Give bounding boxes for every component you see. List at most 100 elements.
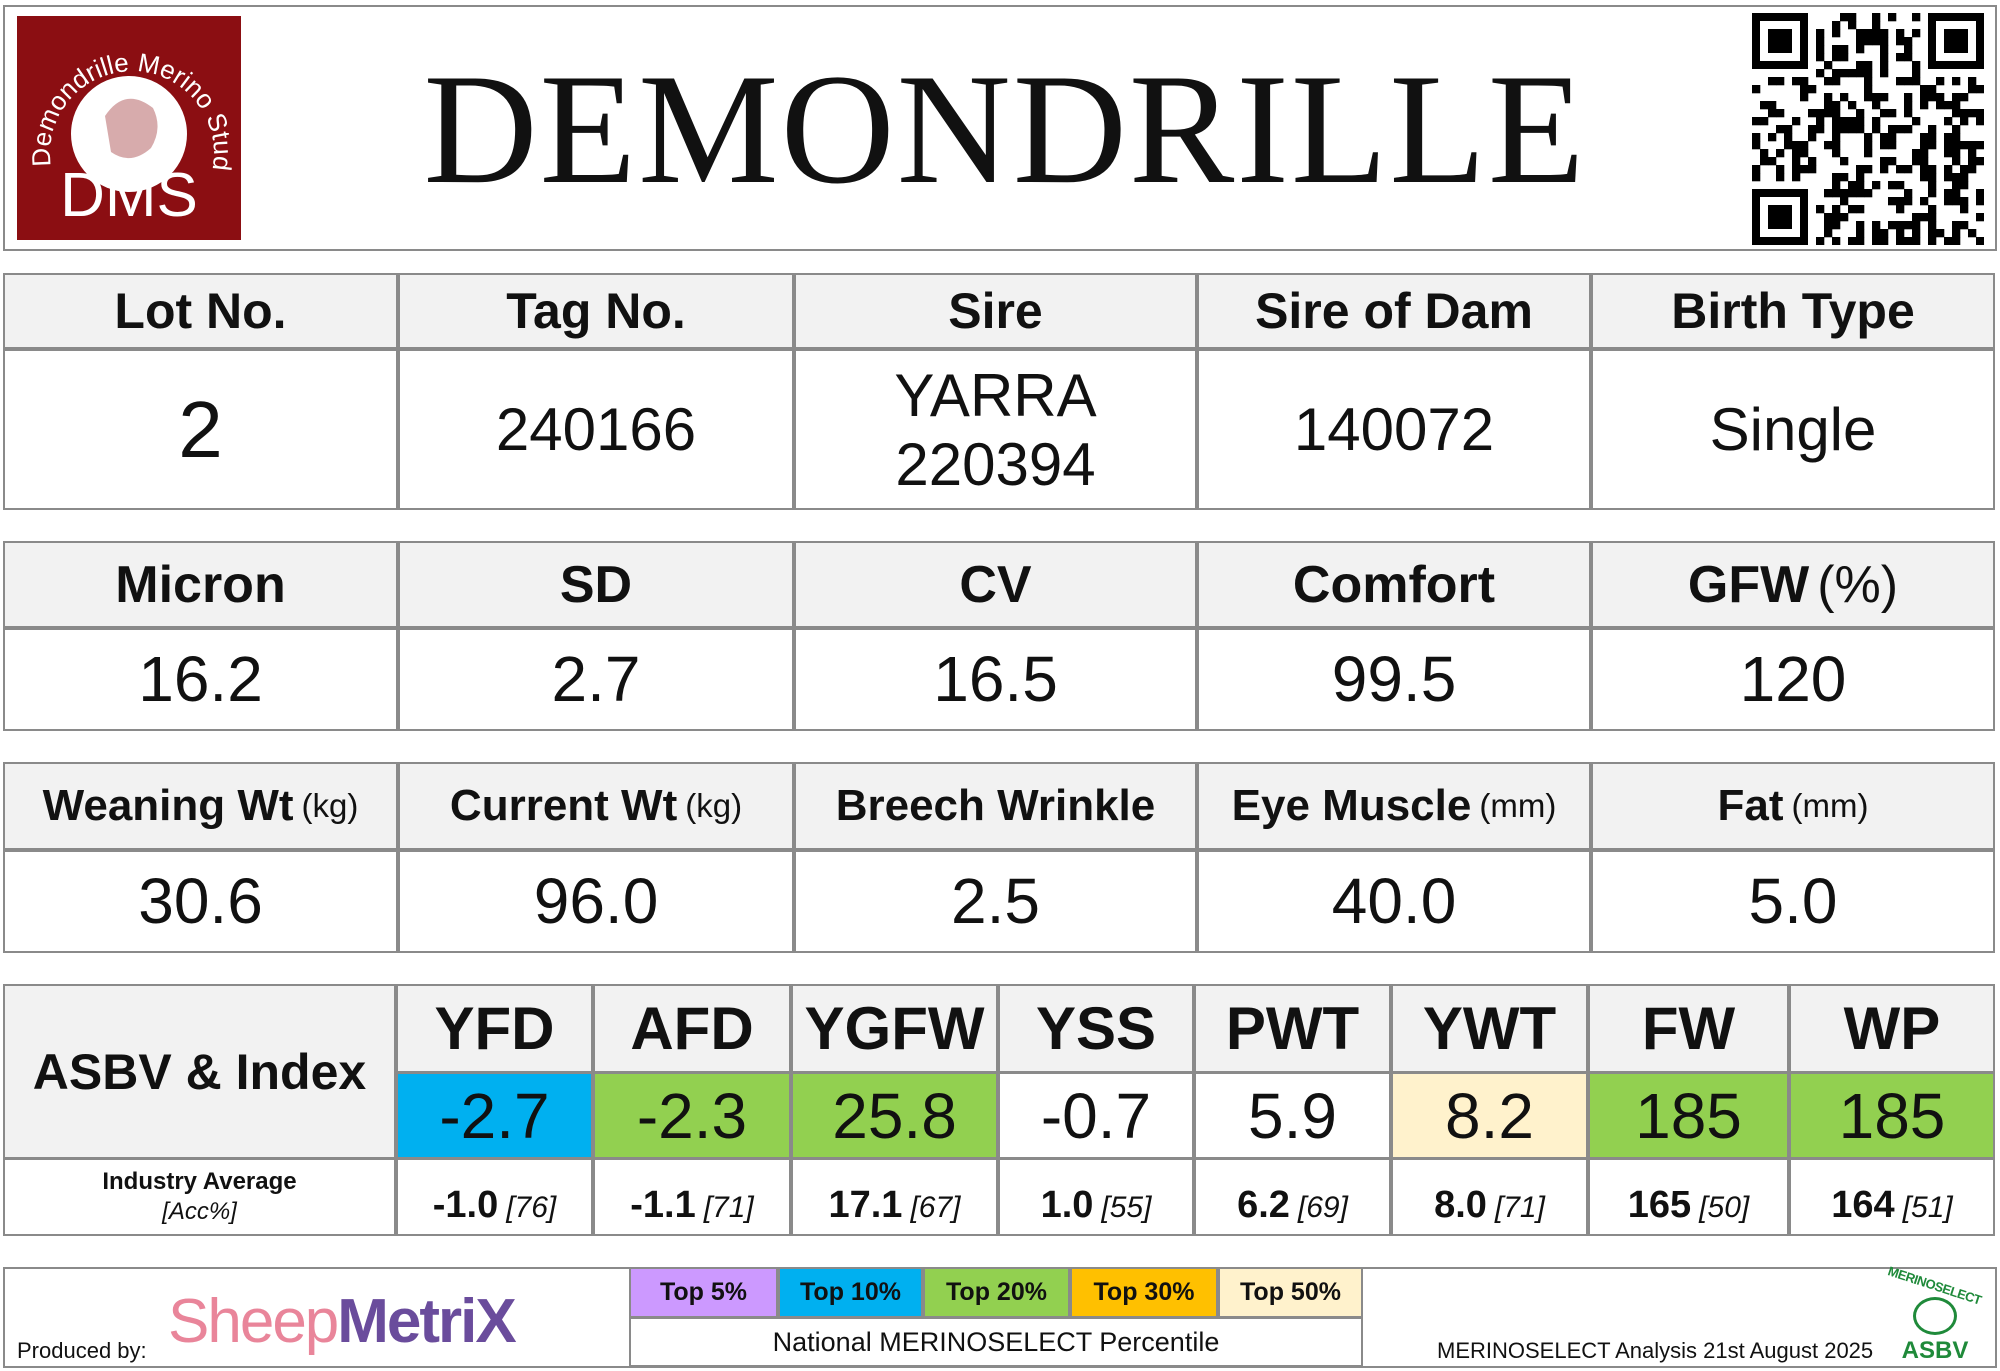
qr-module [1832,205,1841,214]
qr-module [1896,229,1905,238]
qr-module [1832,101,1841,110]
qr-module [1912,77,1921,86]
qr-module [1840,189,1849,198]
qr-module [1928,221,1937,230]
qr-module [1816,109,1825,118]
qr-module [1832,125,1841,134]
qr-module [1928,133,1937,142]
qr-module [1960,93,1969,102]
trait-value: 5.9 [1194,1072,1391,1159]
qr-module [1880,109,1889,118]
qr-module [1880,237,1889,245]
qr-module [1832,29,1841,38]
qr-module [1800,85,1809,94]
qr-module [1928,173,1937,182]
trait-name: YGFW [804,995,985,1062]
trait-value: -0.7 [998,1072,1194,1159]
qr-module [1928,141,1937,150]
qr-module [1872,37,1881,46]
qr-module [1944,173,1953,182]
qr-module [1768,133,1777,142]
column-header: CV [794,541,1197,628]
qr-module [1864,141,1873,150]
qr-module [1752,117,1761,126]
qr-module [1864,61,1873,70]
accuracy-value: [69] [1297,1191,1348,1224]
value-cell: Single [1591,349,1995,510]
cell-value: 2.7 [551,642,641,715]
qr-module [1928,229,1937,238]
qr-module [1952,109,1961,118]
qr-module [1848,237,1857,245]
qr-module [1936,101,1945,110]
qr-module [1872,221,1881,230]
qr-module [1824,77,1833,86]
qr-module [1912,157,1921,166]
logo-emblem [71,76,187,192]
value-cell: 16.2 [3,628,398,731]
qr-module [1832,53,1841,62]
value-cell: 16.5 [794,628,1197,731]
qr-module [1888,125,1897,134]
qr-module [1968,157,1977,166]
header-unit: (kg) [685,787,743,824]
qr-module [1816,237,1825,245]
average-value: 165 [1627,1184,1692,1226]
qr-module [1872,181,1881,190]
qr-module [1800,165,1809,174]
qr-module [1952,157,1961,166]
qr-module [1920,197,1929,206]
qr-module [1888,221,1897,230]
trait-value: 25.8 [791,1072,998,1159]
qr-module [1880,37,1889,46]
qr-module [1824,109,1833,118]
qr-module [1960,181,1969,190]
legend-label: Top 10% [800,1278,901,1306]
trait-name: YWT [1422,995,1557,1062]
qr-module [1952,77,1961,86]
qr-module [1840,69,1849,78]
qr-module [1928,237,1937,245]
header-label: Tag No. [506,283,686,339]
qr-module [1856,173,1865,182]
qr-module [1776,109,1785,118]
qr-module [1800,149,1809,158]
qr-module [1928,125,1937,134]
header-label: Lot No. [114,283,287,339]
qr-module [1816,125,1825,134]
trait-name: FW [1641,995,1736,1062]
qr-module [1792,165,1801,174]
qr-module [1896,125,1905,134]
qr-module [1968,109,1977,118]
legend-label: Top 20% [946,1278,1047,1306]
qr-module [1864,69,1873,78]
accuracy-value: [76] [506,1191,557,1224]
qr-module [1896,53,1905,62]
qr-module [1832,213,1841,222]
cell-value: 240166 [495,396,697,463]
qr-module [1840,157,1849,166]
qr-module [1840,53,1849,62]
cell-value: 5.0 [1748,864,1838,937]
qr-module [1976,117,1984,126]
qr-module [1760,117,1769,126]
trait-average: -1.0 [76] [396,1158,593,1236]
value-cell: 2.5 [794,850,1197,953]
cell-value: 2 [178,384,223,474]
qr-module [1824,221,1833,230]
trait-average: 164 [51] [1789,1158,1995,1236]
qr-module [1832,21,1841,30]
qr-module [1800,77,1809,86]
trait-value-text: 185 [1838,1079,1946,1152]
qr-module [1904,221,1913,230]
qr-module [1808,165,1817,174]
header-box [3,5,1997,251]
qr-module [1840,117,1849,126]
legend-label: Top 50% [1240,1278,1341,1306]
qr-module [1952,125,1961,134]
qr-module [1928,189,1937,198]
trait-header: YWT [1391,984,1588,1073]
qr-module [1960,165,1969,174]
qr-module [1952,133,1961,142]
